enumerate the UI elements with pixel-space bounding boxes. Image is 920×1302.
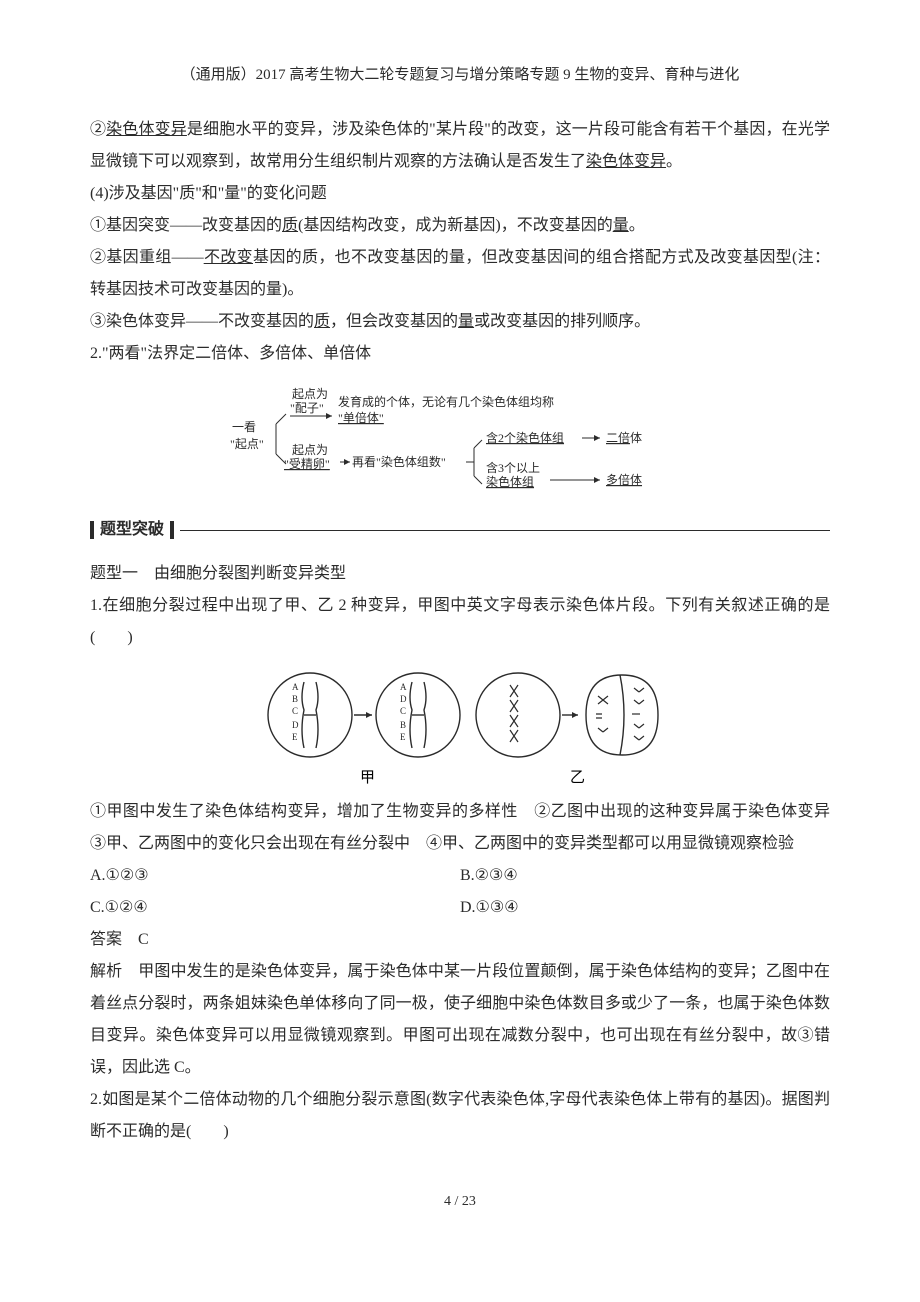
section-title: 题型突破: [90, 514, 830, 546]
section-title-text: 题型突破: [100, 514, 164, 546]
svg-text:D: D: [400, 694, 407, 704]
d1-b1-res-a: 发育成的个体，无论有几个染色体组均称: [338, 394, 554, 409]
text: ③染色体变异——不改变基因的: [90, 313, 314, 330]
d1-sub2-b: 染色体组: [486, 474, 534, 489]
text: ①基因突变——改变基因的: [90, 217, 282, 234]
option-d: D.①③④: [460, 892, 830, 924]
text: ，但会改变基因的: [330, 313, 458, 330]
text: ②基因重组——: [90, 249, 204, 266]
option-a: A.①②③: [90, 860, 460, 892]
underline-text: 染色体变异: [106, 121, 187, 138]
section-bar-icon: [170, 521, 174, 539]
svg-text:C: C: [292, 706, 298, 716]
d1-b2-next: 再看"染色体组数": [352, 454, 446, 469]
text: 或改变基因的排列顺序。: [474, 313, 650, 330]
d1-b1-res-b: "单倍体": [338, 410, 384, 425]
underline-text: 量: [613, 217, 629, 234]
text: 是细胞水平的变异，涉及染色体的"某片段"的改变，这一片段可能含有若干个基因，在光…: [90, 121, 830, 170]
d1-b2-mid: "受精卵": [284, 457, 330, 471]
text: 。: [666, 153, 682, 170]
svg-text:B: B: [292, 694, 298, 704]
d1-sub1-a: 含2个染色体组: [486, 430, 564, 445]
para-chrom-var2: ③染色体变异——不改变基因的质，但会改变基因的量或改变基因的排列顺序。: [90, 306, 830, 338]
page-header: （通用版）2017 高考生物大二轮专题复习与增分策略专题 9 生物的变异、育种与…: [90, 60, 830, 90]
d1-root-top: 一看: [232, 420, 256, 434]
d1-b2-top: 起点为: [292, 443, 328, 457]
para-gene-mutation: ①基因突变——改变基因的质(基因结构改变，成为新基因)，不改变基因的量。: [90, 210, 830, 242]
q1-stem: 1.在细胞分裂过程中出现了甲、乙 2 种变异，甲图中英文字母表示染色体片段。下列…: [90, 590, 830, 654]
section-bar-icon: [90, 521, 94, 539]
underline-text: 质: [282, 217, 298, 234]
underline-text: 质: [314, 313, 330, 330]
text: 。: [629, 217, 645, 234]
svg-text:C: C: [400, 706, 406, 716]
d1-sub2-a: 含3个以上: [486, 460, 540, 475]
svg-text:E: E: [400, 732, 406, 742]
option-b: B.②③④: [460, 860, 830, 892]
text: ②: [90, 121, 106, 138]
fig-caption-right: 乙: [570, 770, 585, 786]
answer: 答案 C: [90, 924, 830, 956]
d1-sub1-r: 二倍体: [606, 430, 642, 445]
subtype-heading: 题型一 由细胞分裂图判断变异类型: [90, 558, 830, 590]
diagram-ploidy: 一看 "起点" 起点为 "配子" 发育成的个体，无论有几个染色体组均称 "单倍体…: [90, 376, 830, 496]
d1-sub2-r: 多倍体: [606, 472, 642, 487]
d1-b1-mid: "配子": [290, 401, 324, 415]
para-chrom-var: ②染色体变异是细胞水平的变异，涉及染色体的"某片段"的改变，这一片段可能含有若干…: [90, 114, 830, 178]
svg-text:A: A: [292, 682, 299, 692]
svg-text:E: E: [292, 732, 298, 742]
section-line: [180, 530, 830, 531]
d1-b1-top: 起点为: [292, 387, 328, 401]
q1-figure: A B C D E A D C B E: [90, 660, 830, 790]
option-c: C.①②④: [90, 892, 460, 924]
d1-root-bot: "起点": [230, 437, 264, 451]
q1-options-text: ①甲图中发生了染色体结构变异，增加了生物变异的多样性 ②乙图中出现的这种变异属于…: [90, 796, 830, 860]
para-gene-recomb: ②基因重组——不改变基因的质，也不改变基因的量，但改变基因间的组合搭配方式及改变…: [90, 242, 830, 306]
explanation: 解析 甲图中发生的是染色体变异，属于染色体中某一片段位置颠倒，属于染色体结构的变…: [90, 956, 830, 1084]
svg-text:A: A: [400, 682, 407, 692]
para-two-look: 2."两看"法界定二倍体、多倍体、单倍体: [90, 338, 830, 370]
svg-text:B: B: [400, 720, 406, 730]
text: (基因结构改变，成为新基因)，不改变基因的: [298, 217, 613, 234]
q1-options: A.①②③ B.②③④ C.①②④ D.①③④: [90, 860, 830, 924]
underline-text: 染色体变异: [586, 153, 666, 170]
q2-stem: 2.如图是某个二倍体动物的几个细胞分裂示意图(数字代表染色体,字母代表染色体上带…: [90, 1084, 830, 1148]
fig-caption-left: 甲: [360, 770, 375, 786]
page-footer: 4 / 23: [90, 1188, 830, 1216]
underline-text: 量: [458, 313, 474, 330]
para-4: (4)涉及基因"质"和"量"的变化问题: [90, 178, 830, 210]
underline-text: 不改变: [204, 249, 253, 266]
svg-text:D: D: [292, 720, 299, 730]
